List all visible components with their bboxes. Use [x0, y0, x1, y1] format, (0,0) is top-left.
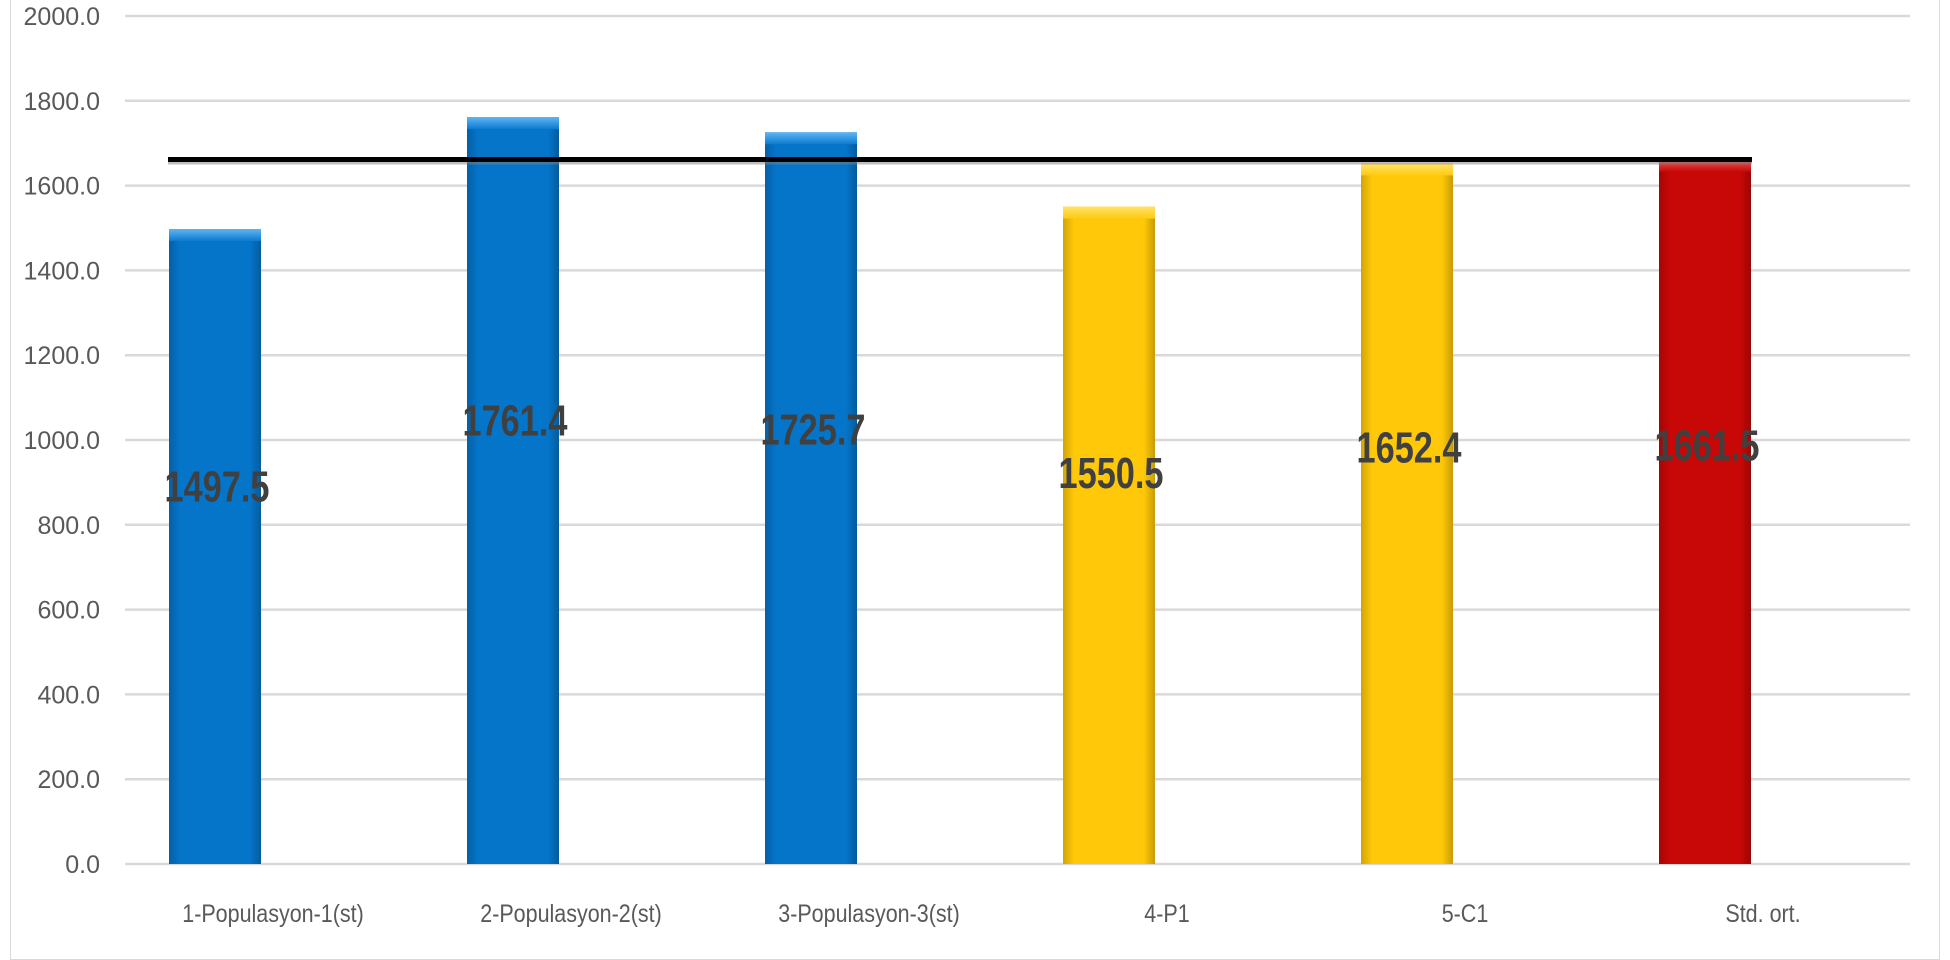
- y-tick-label: 1000.0: [24, 427, 100, 455]
- bar-shade: [765, 132, 857, 864]
- data-label: 1550.5: [1059, 449, 1164, 498]
- bar-4: [1063, 206, 1155, 864]
- bar-cap: [1361, 163, 1453, 176]
- data-label: 1661.5: [1655, 421, 1760, 470]
- data-label: 1497.5: [165, 462, 270, 511]
- x-tick-label: 5-C1: [1442, 899, 1489, 927]
- y-tick-label: 2000.0: [24, 3, 100, 31]
- bar-5: [1361, 163, 1453, 865]
- y-tick-label: 200.0: [37, 766, 100, 794]
- y-tick-label: 600.0: [37, 597, 100, 625]
- x-tick-label: 4-P1: [1144, 899, 1189, 927]
- y-tick-label: 1800.0: [24, 88, 100, 116]
- bar-shade: [169, 229, 261, 864]
- data-label: 1652.4: [1357, 424, 1462, 473]
- x-tick-label: Std. ort.: [1725, 899, 1800, 927]
- data-labels: 1497.5 1761.4 1725.7 1550.5 1652.4 1661.5: [165, 396, 1760, 511]
- data-label: 1725.7: [761, 405, 866, 454]
- gridlines: [125, 14, 1910, 866]
- bar-cap: [169, 229, 261, 242]
- bars: [169, 117, 1751, 865]
- bar-2: [467, 117, 559, 865]
- bar-shade: [1063, 206, 1155, 864]
- y-tick-label: 1200.0: [24, 342, 100, 370]
- data-label: 1761.4: [463, 396, 568, 445]
- bar-cap: [765, 132, 857, 145]
- reference-line-layer: [168, 157, 1752, 165]
- x-tick-label: 2-Populasyon-2(st): [480, 899, 661, 927]
- x-tick-label: 3-Populasyon-3(st): [778, 899, 959, 927]
- y-tick-label: 800.0: [37, 512, 100, 540]
- x-tick-label: 1-Populasyon-1(st): [182, 899, 363, 927]
- bar-3: [765, 132, 857, 864]
- y-axis-ticks: 0.0 200.0 400.0 600.0 800.0 1000.0 1200.0 1400.…: [24, 3, 100, 879]
- bar-cap: [1063, 206, 1155, 219]
- bar-cap: [467, 117, 559, 130]
- bar-shade: [1361, 163, 1453, 865]
- bar-1: [169, 229, 261, 864]
- bar-shade: [467, 117, 559, 865]
- y-tick-label: 400.0: [37, 681, 100, 709]
- y-tick-label: 0.0: [65, 851, 100, 879]
- y-tick-label: 1600.0: [24, 173, 100, 201]
- x-axis-ticks: 1-Populasyon-1(st) 2-Populasyon-2(st) 3-Po…: [182, 899, 1800, 927]
- bar-shade: [1659, 159, 1751, 865]
- bar-6: [1659, 159, 1751, 865]
- y-tick-label: 1400.0: [24, 257, 100, 285]
